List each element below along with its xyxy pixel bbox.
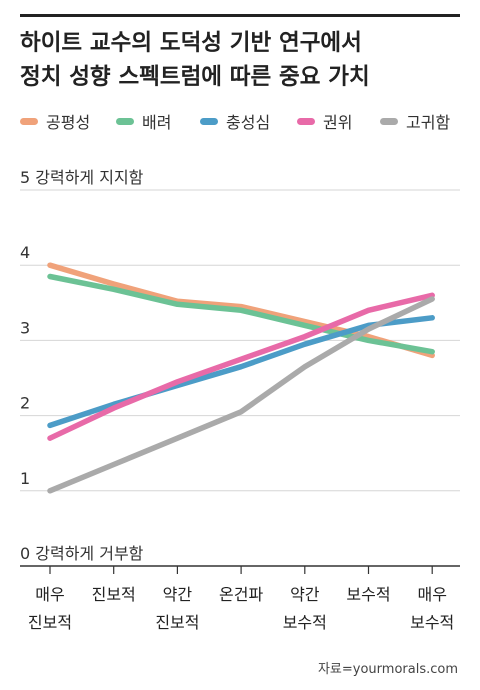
y-tick-label-4: 4 (20, 243, 30, 262)
x-tick-label-line: 온건파 (219, 585, 263, 604)
x-tick-label-line: 매우 (35, 585, 64, 604)
chart-title: 하이트 교수의 도덕성 기반 연구에서 정치 성향 스펙트럼에 따른 중요 가치 (20, 26, 460, 94)
legend-item-care: 배려 (116, 106, 171, 136)
x-tick-label-5: 보수적 (346, 585, 390, 604)
x-tick-label-line: 보수적 (346, 585, 390, 604)
source-note: 자료=yourmorals.com (317, 662, 458, 677)
legend-label-care: 배려 (142, 113, 172, 132)
y-tick-label-0: 0 강력하게 거부함 (20, 544, 144, 563)
y-tick-label-2: 2 (20, 394, 30, 413)
series-line-4 (47, 296, 435, 494)
x-tick-label-line: 진보적 (155, 613, 199, 632)
x-tick-label-line: 매우 (417, 585, 446, 604)
y-tick-label-1: 1 (20, 469, 30, 488)
x-tick-label-3: 온건파 (219, 585, 263, 604)
legend-label-fairness: 공평성 (46, 113, 91, 132)
series-line-2 (47, 315, 435, 429)
legend-swatch-loyalty (200, 117, 218, 125)
x-tick-label-line: 약간 (290, 585, 320, 604)
y-tick-label-5: 5 강력하게 지지함 (20, 168, 144, 187)
x-tick-label-line: 약간 (163, 585, 193, 604)
legend-label-loyalty: 충성심 (226, 113, 271, 132)
x-tick-label-line: 보수적 (283, 613, 327, 632)
y-tick-label-3: 3 (20, 318, 30, 337)
x-tick-label-1: 진보적 (92, 585, 136, 604)
legend: 공평성 배려 충성심 권위 고귀함 (20, 106, 470, 136)
top-rule (20, 14, 460, 17)
legend-item-fairness: 공평성 (20, 106, 90, 136)
legend-swatch-sanctity (380, 117, 398, 125)
legend-swatch-fairness (20, 117, 38, 125)
x-tick-label-line: 보수적 (410, 613, 454, 632)
legend-item-loyalty: 충성심 (200, 106, 270, 136)
legend-item-authority: 권위 (297, 106, 352, 136)
legend-item-sanctity: 고귀함 (380, 106, 450, 136)
title-line-2: 정치 성향 스펙트럼에 따른 중요 가치 (20, 64, 370, 90)
series-line-1 (47, 273, 435, 355)
title-line-1: 하이트 교수의 도덕성 기반 연구에서 (20, 30, 362, 56)
series-line-3 (47, 292, 435, 441)
legend-label-authority: 권위 (323, 113, 353, 132)
x-tick-label-line: 진보적 (92, 585, 136, 604)
x-tick-label-line: 진보적 (28, 613, 72, 632)
legend-label-sanctity: 고귀함 (406, 113, 451, 132)
legend-swatch-care (116, 117, 134, 125)
series-line-0 (47, 262, 435, 359)
legend-swatch-authority (297, 117, 315, 125)
